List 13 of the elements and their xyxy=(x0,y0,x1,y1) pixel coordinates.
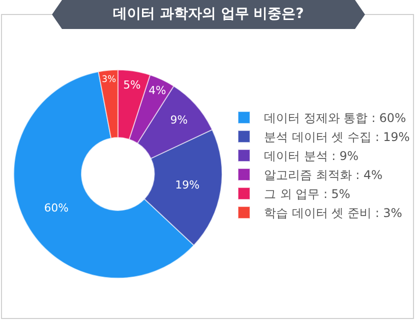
legend-label: 데이터 분석 : 9% xyxy=(264,149,359,164)
data-label: 5% xyxy=(123,78,141,92)
data-label: 19% xyxy=(175,178,200,192)
legend-label: 알고리즘 최적화 : 4% xyxy=(264,168,383,182)
legend-label: 그 외 업무 : 5% xyxy=(264,187,350,202)
chart-title: 데이터 과학자의 업무 비중은? xyxy=(52,0,365,29)
data-label: 60% xyxy=(44,201,69,214)
legend-label: 분석 데이터 셋 수집 : 19% xyxy=(264,130,410,144)
data-label: 3% xyxy=(102,75,117,86)
data-label: 4% xyxy=(148,84,166,97)
legend-label: 데이터 정제와 통합 : 60% xyxy=(264,111,406,126)
legend-label: 학습 데이터 셋 준비 : 3% xyxy=(264,206,402,220)
data-label: 9% xyxy=(170,114,188,127)
